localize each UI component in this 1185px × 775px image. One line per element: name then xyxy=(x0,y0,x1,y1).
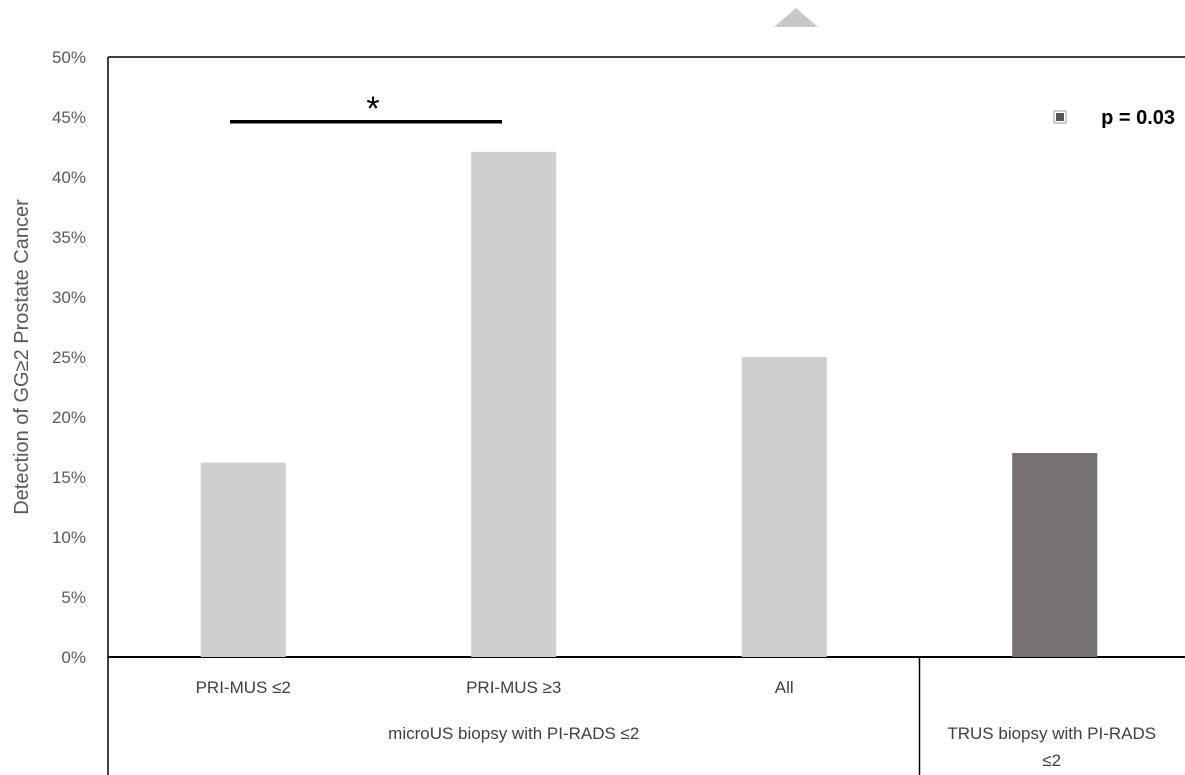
bar-0 xyxy=(200,462,286,657)
y-tick-label: 45% xyxy=(52,108,86,127)
group-label-line: ≤2 xyxy=(1042,751,1061,770)
y-tick-label: 40% xyxy=(52,168,86,187)
y-tick-label: 15% xyxy=(52,468,86,487)
category-labels: PRI-MUS ≤2 PRI-MUS ≥3 All xyxy=(196,678,794,697)
category-label: PRI-MUS ≤2 xyxy=(196,678,291,697)
significance-asterisk: * xyxy=(366,90,379,128)
plot-frame xyxy=(107,56,1185,775)
y-tick-label: 35% xyxy=(52,228,86,247)
p-value-note: p = 0.03 xyxy=(1101,107,1175,129)
y-tick-label: 5% xyxy=(61,588,86,607)
y-tick-label: 50% xyxy=(52,48,86,67)
group-labels: microUS biopsy with PI-RADS ≤2 TRUS biops… xyxy=(388,724,1156,770)
group-label: microUS biopsy with PI-RADS ≤2 xyxy=(388,724,639,743)
triangle-marker-icon xyxy=(774,8,818,27)
bar-1 xyxy=(471,151,557,658)
y-tick-label: 20% xyxy=(52,408,86,427)
y-axis-ticks: 0% 5% 10% 15% 20% 25% 30% 35% 40% 45% 50% xyxy=(52,48,86,667)
y-tick-label: 25% xyxy=(52,348,86,367)
y-tick-label: 0% xyxy=(61,648,86,667)
y-tick-label: 10% xyxy=(52,528,86,547)
annotations: * p = 0.03 xyxy=(230,90,1175,129)
y-axis-title: Detection of GG≥2 Prostate Cancer xyxy=(11,199,33,515)
y-tick-label: 30% xyxy=(52,288,86,307)
legend-marker-icon xyxy=(1056,113,1064,121)
category-label: All xyxy=(775,678,794,697)
group-label-line: TRUS biopsy with PI-RADS xyxy=(947,724,1156,743)
bars xyxy=(200,151,1098,658)
bar-3 xyxy=(1012,453,1098,657)
category-label: PRI-MUS ≥3 xyxy=(466,678,561,697)
bar-2 xyxy=(741,357,827,657)
legend-marker-outline xyxy=(1053,110,1067,124)
